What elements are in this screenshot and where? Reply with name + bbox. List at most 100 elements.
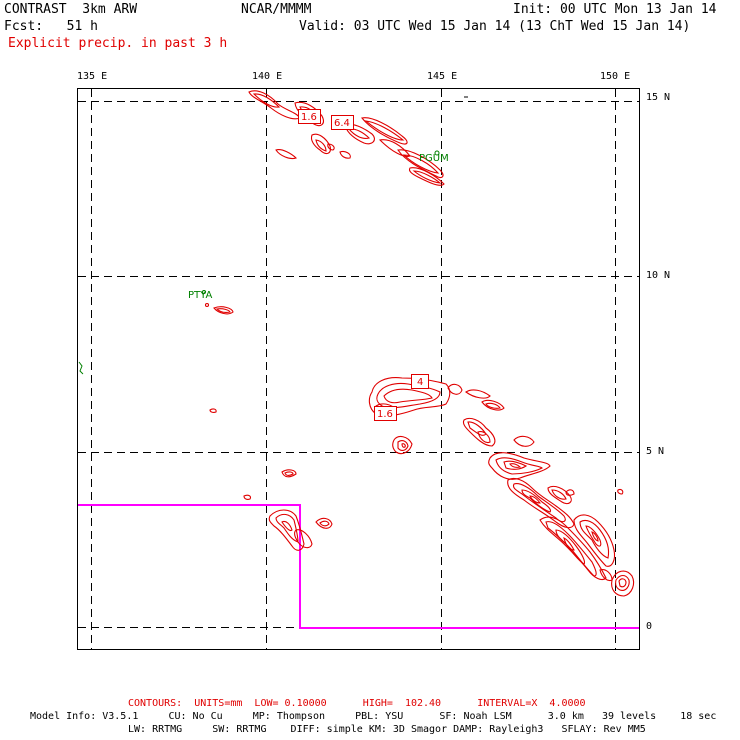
contour-label-box — [374, 406, 397, 421]
precip-cell — [402, 154, 440, 174]
station-ptya-marker — [202, 290, 206, 294]
lat-label-5n: 5 N — [646, 446, 665, 457]
precip-cell — [310, 133, 331, 155]
precip-cell — [378, 139, 411, 157]
precip-cell — [392, 435, 413, 455]
precip-cell — [248, 90, 301, 120]
precip-cell — [477, 431, 491, 444]
precip-cell — [281, 469, 297, 478]
model-info-line-2: LW: RRTMG SW: RRTMG DIFF: simple KM: 3D … — [128, 724, 646, 735]
station-ptya: PTYA — [188, 290, 212, 301]
precip-cell — [485, 402, 501, 409]
precip-cell — [618, 578, 627, 588]
lon-label-140: 140 E — [252, 71, 283, 82]
precip-cell — [284, 471, 294, 476]
valid-time: Valid: 03 UTC Wed 15 Jan 14 (13 ChT Wed … — [299, 19, 691, 34]
precip-cell — [509, 463, 522, 468]
precip-cell — [529, 495, 542, 504]
precip-cell — [447, 383, 463, 395]
station-pgum-label: PGUM — [419, 153, 449, 164]
init-time: Init: 00 UTC Mon 13 Jan 14 — [513, 2, 717, 17]
lon-label-150: 150 E — [600, 71, 631, 82]
precip-cell — [397, 149, 444, 179]
precip-cell — [585, 525, 602, 547]
contour-label-box — [298, 109, 321, 124]
forecast-hour: Fcst: 51 h — [4, 19, 98, 34]
precip-cell — [361, 117, 408, 145]
precip-cell — [565, 489, 575, 496]
precip-cell — [204, 302, 210, 308]
precip-cell — [376, 382, 441, 409]
contour-label: 6.4 — [334, 118, 350, 129]
precip-cell — [579, 519, 610, 559]
precip-cell — [573, 514, 616, 567]
precip-cell — [401, 443, 406, 448]
model-title: CONTRAST 3km ARW — [4, 2, 138, 17]
precip-cell — [551, 489, 567, 500]
map-frame — [77, 88, 640, 650]
precip-cell — [339, 150, 351, 159]
precip-contours — [204, 90, 635, 597]
precip-cell — [294, 529, 313, 549]
precip-cell — [243, 494, 252, 500]
precip-cell — [503, 460, 528, 470]
coast-fragment-west — [78, 361, 84, 375]
precip-cell — [547, 485, 572, 505]
precip-cell — [215, 308, 231, 313]
contour-label: 1.6 — [301, 112, 317, 123]
precip-cell — [252, 93, 281, 108]
precip-cell — [397, 440, 409, 451]
center-name: NCAR/MMMM — [241, 2, 312, 17]
precip-cell — [347, 128, 371, 139]
lat-label-15n: 15 N — [646, 92, 671, 103]
precip-cell — [591, 531, 599, 542]
field-title: Explicit precip. in past 3 h — [8, 36, 228, 51]
precip-cell — [364, 120, 405, 141]
contour-labels: 1.6 6.4 4 1.6 — [298, 109, 429, 421]
precip-cell — [281, 520, 293, 532]
model-info-line-1: Model Info: V3.5.1 CU: No Cu MP: Thompso… — [30, 711, 717, 722]
contour-info: CONTOURS: UNITS=mm LOW= 0.10000 HIGH= 10… — [128, 698, 586, 709]
lat-lon-grid — [78, 89, 639, 649]
precip-cell — [599, 569, 613, 582]
precip-cell — [512, 483, 566, 523]
precip-cell — [462, 417, 496, 447]
precip-cell — [539, 516, 607, 581]
lat-label-0: 0 — [646, 621, 653, 632]
precip-cell — [488, 452, 551, 480]
station-ptya-label: PTYA — [188, 290, 212, 301]
precip-cell — [344, 123, 375, 145]
precip-cell — [412, 170, 442, 184]
station-pgum: PGUM — [419, 150, 449, 164]
contour-label-box — [331, 115, 354, 130]
precip-cell — [315, 517, 333, 529]
precip-cell — [268, 509, 305, 551]
domain-boundary — [78, 504, 639, 629]
precip-cell — [615, 574, 630, 591]
contour-label: 1.6 — [377, 409, 393, 420]
precip-cell — [481, 399, 505, 411]
precip-cell — [275, 149, 298, 160]
precip-cell — [521, 489, 552, 513]
precip-cell — [617, 488, 624, 495]
lon-label-145: 145 E — [427, 71, 458, 82]
precip-cell — [319, 520, 330, 527]
precip-cell — [563, 536, 575, 551]
contour-label-box — [411, 374, 429, 389]
precip-cell — [513, 435, 535, 447]
lon-label-135: 135 E — [77, 71, 108, 82]
precip-cell — [209, 408, 217, 413]
precip-cell — [555, 529, 586, 565]
precip-cell — [315, 139, 327, 152]
contour-label: 4 — [417, 377, 423, 388]
precip-cell — [383, 388, 433, 404]
precip-cell — [213, 306, 234, 315]
precip-cell — [465, 389, 491, 399]
lat-label-10n: 10 N — [646, 270, 671, 281]
precip-cell — [408, 167, 445, 186]
precip-cell — [495, 457, 543, 475]
precip-cell — [327, 143, 335, 151]
station-pgum-marker — [434, 150, 440, 156]
precip-cell — [611, 570, 635, 597]
